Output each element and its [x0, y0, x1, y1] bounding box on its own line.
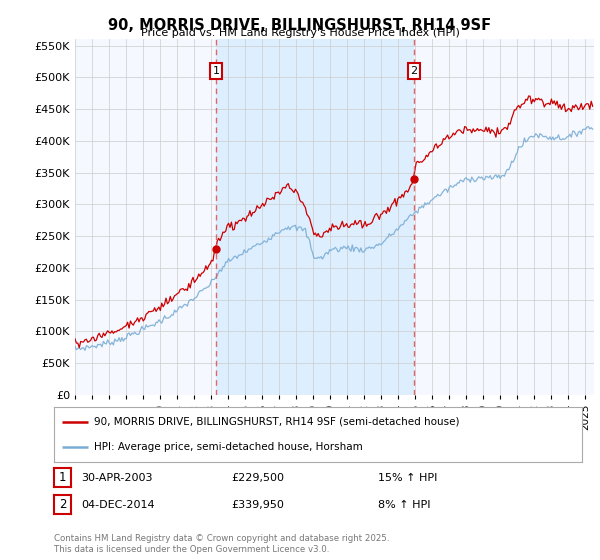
Text: HPI: Average price, semi-detached house, Horsham: HPI: Average price, semi-detached house,… — [94, 442, 362, 452]
Text: 2: 2 — [59, 498, 66, 511]
Text: 04-DEC-2014: 04-DEC-2014 — [81, 500, 155, 510]
Text: 1: 1 — [212, 66, 220, 76]
Text: 2: 2 — [410, 66, 418, 76]
Text: 90, MORRIS DRIVE, BILLINGSHURST, RH14 9SF (semi-detached house): 90, MORRIS DRIVE, BILLINGSHURST, RH14 9S… — [94, 417, 459, 427]
Text: Contains HM Land Registry data © Crown copyright and database right 2025.
This d: Contains HM Land Registry data © Crown c… — [54, 534, 389, 554]
Text: 8% ↑ HPI: 8% ↑ HPI — [378, 500, 431, 510]
Text: 1: 1 — [59, 471, 66, 484]
Text: 30-APR-2003: 30-APR-2003 — [81, 473, 152, 483]
Text: 90, MORRIS DRIVE, BILLINGSHURST, RH14 9SF: 90, MORRIS DRIVE, BILLINGSHURST, RH14 9S… — [109, 18, 491, 33]
Text: £229,500: £229,500 — [231, 473, 284, 483]
Bar — [216, 39, 414, 395]
Text: Price paid vs. HM Land Registry's House Price Index (HPI): Price paid vs. HM Land Registry's House … — [140, 28, 460, 38]
Text: £339,950: £339,950 — [231, 500, 284, 510]
Text: 15% ↑ HPI: 15% ↑ HPI — [378, 473, 437, 483]
